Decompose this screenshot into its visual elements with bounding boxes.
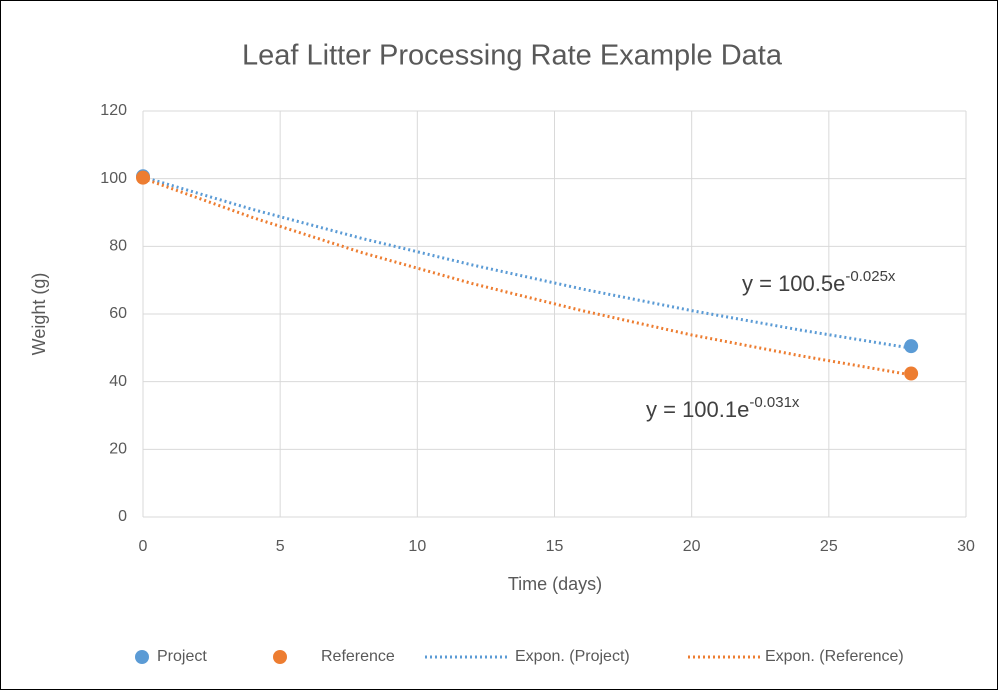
data-point (904, 366, 919, 381)
y-tick-label: 40 (109, 373, 127, 390)
y-tick-label: 20 (109, 441, 127, 458)
y-axis-title: Weight (g) (29, 273, 49, 356)
trend-equation: y = 100.1e-0.031x (646, 394, 800, 422)
legend-label: Project (157, 648, 207, 665)
legend-marker (135, 650, 149, 664)
x-tick-label: 25 (820, 538, 838, 555)
x-tick-label: 10 (408, 538, 426, 555)
equation-exponent: -0.025x (845, 268, 896, 285)
x-axis-title: Time (days) (508, 574, 602, 594)
trendline (142, 176, 912, 377)
legend-label: Expon. (Reference) (765, 648, 904, 665)
y-tick-label: 60 (109, 305, 127, 322)
x-tick-label: 30 (957, 538, 975, 555)
trend-equation: y = 100.5e-0.025x (742, 268, 896, 296)
data-point (904, 339, 919, 354)
legend-marker (273, 650, 287, 664)
equation-exponent: -0.031x (749, 394, 800, 411)
y-tick-label: 0 (118, 508, 127, 525)
y-tick-label: 120 (100, 102, 127, 119)
x-tick-label: 20 (683, 538, 701, 555)
y-tick-label: 100 (100, 170, 127, 187)
trendline (142, 175, 912, 350)
data-point (136, 170, 150, 185)
x-tick-label: 0 (139, 538, 148, 555)
x-tick-label: 15 (546, 538, 564, 555)
legend-label: Reference (321, 648, 395, 665)
x-tick-label: 5 (276, 538, 285, 555)
chart-title: Leaf Litter Processing Rate Example Data (242, 40, 783, 72)
equation-base: y = 100.1e (646, 397, 749, 422)
y-tick-label: 80 (109, 238, 127, 255)
legend-label: Expon. (Project) (515, 648, 630, 665)
equation-base: y = 100.5e (742, 271, 845, 296)
